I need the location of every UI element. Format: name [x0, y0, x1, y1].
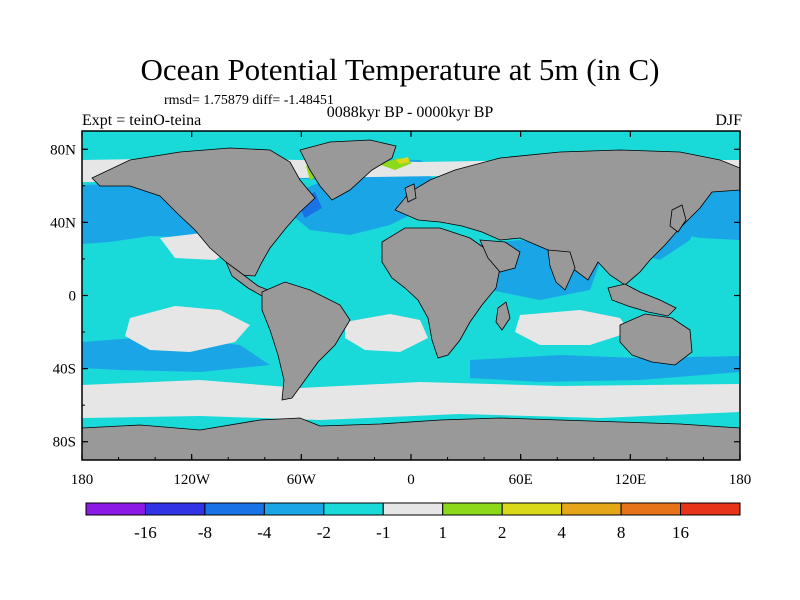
lon-tick-label: 60W	[287, 472, 317, 488]
colorbar-label: -4	[257, 523, 272, 542]
lon-tick-label: 180	[71, 472, 94, 488]
colorbar-label: 8	[617, 523, 626, 542]
colorbar-box	[442, 502, 503, 516]
lat-tick-label: 80S	[53, 435, 76, 451]
colorbar-label: -1	[376, 523, 390, 542]
colorbar-labels: -16 -8 -4 -2 -1 1 2 4 8 16	[134, 523, 689, 542]
maritime-continent	[607, 283, 677, 317]
eurasia	[394, 149, 740, 286]
lat-tick-label: 40N	[50, 215, 76, 231]
colorbar-label: 2	[498, 523, 507, 542]
lon-tick-label: 60E	[509, 472, 533, 488]
colorbar-label: 4	[557, 523, 566, 542]
colorbar-box	[501, 502, 563, 516]
arabia	[479, 239, 521, 273]
axis-tick-labels: 80N 40N 0 40S 80S 180 120W 60W 0 60E 120E 180	[50, 142, 751, 488]
lat-tick-label: 80N	[50, 142, 76, 158]
north-america	[91, 147, 316, 277]
map-title: Ocean Potential Temperature at 5m (in C)	[140, 52, 660, 87]
lat-tick-label: 40S	[53, 362, 76, 378]
colorbar-label: -16	[134, 523, 157, 542]
land-mask	[82, 139, 740, 460]
colorbar-box	[263, 502, 325, 516]
lon-tick-label: 120E	[614, 472, 646, 488]
colorbar-label: -2	[317, 523, 331, 542]
colorbar-box	[620, 502, 682, 516]
lon-tick-label: 0	[407, 472, 415, 488]
greenland	[299, 139, 397, 201]
colorbar-box	[144, 502, 206, 516]
australia	[619, 313, 693, 366]
colorbar-box	[561, 502, 622, 516]
colorbar-label: -8	[198, 523, 212, 542]
antarctica	[82, 417, 740, 460]
colorbar-box	[323, 502, 384, 516]
colorbar-label: 1	[438, 523, 447, 542]
colorbar-box	[680, 502, 741, 516]
period-label: 0088kyr BP - 0000kyr BP	[326, 104, 494, 121]
lat-tick-label: 0	[69, 289, 77, 305]
axis-ticks	[81, 131, 741, 460]
india	[547, 249, 576, 291]
colorbar-label: 16	[672, 523, 689, 542]
season-label: DJF	[715, 112, 742, 129]
lon-tick-label: 180	[729, 472, 752, 488]
madagascar	[495, 301, 511, 331]
south-america	[261, 281, 351, 401]
british-isles	[404, 183, 417, 203]
colorbar-box	[85, 502, 146, 516]
japan	[669, 204, 687, 233]
colorbar-boxes	[85, 502, 741, 516]
lon-tick-label: 120W	[173, 472, 211, 488]
colorbar-box	[204, 502, 265, 516]
stats-line: rmsd= 1.75879 diff= -1.48451	[164, 93, 334, 108]
colorbar-box	[382, 502, 444, 516]
africa	[381, 227, 501, 359]
experiment-label: Expt = teinO-teina	[82, 112, 202, 129]
